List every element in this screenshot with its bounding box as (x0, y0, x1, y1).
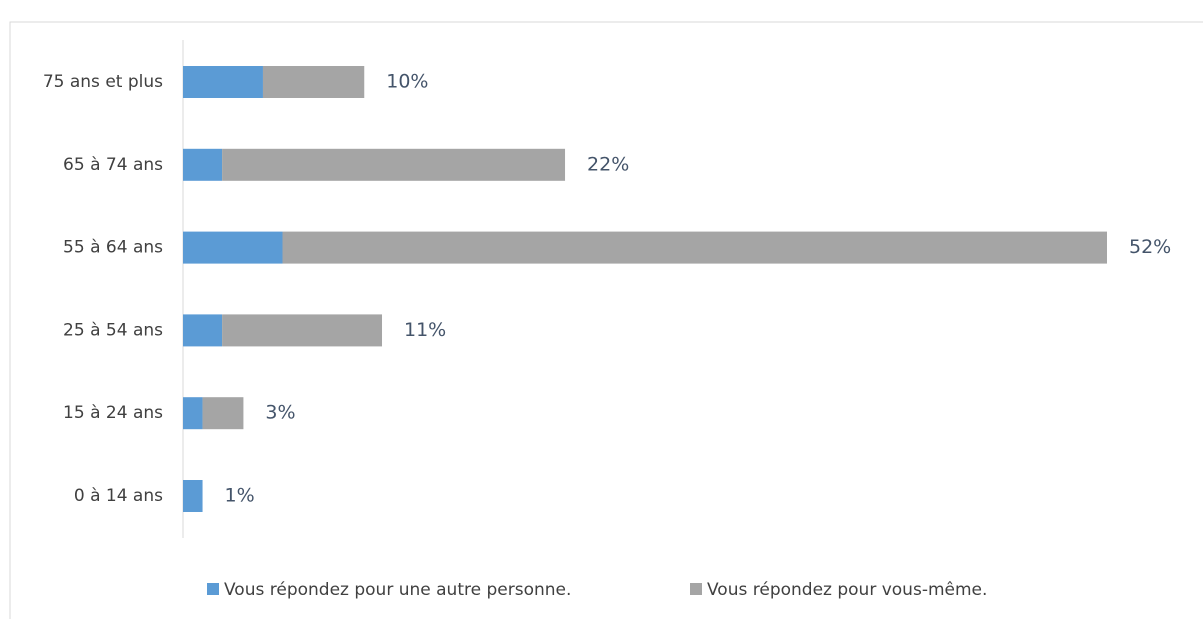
bar-segment (222, 314, 383, 347)
bar-segment (262, 66, 365, 98)
bar-segment (282, 231, 1107, 264)
bar-segment (183, 397, 203, 430)
total-label: 22% (587, 153, 629, 175)
bar-segment (202, 397, 244, 430)
legend-swatch (207, 583, 219, 595)
frame (9, 21, 1203, 619)
bar-segment (183, 148, 223, 181)
total-label: 52% (1129, 236, 1171, 258)
total-label: 11% (404, 319, 446, 341)
bar-segment (183, 231, 283, 264)
category-label: 75 ans et plus (43, 72, 163, 92)
bar-segment (183, 314, 223, 347)
bar-segment (222, 148, 566, 181)
legend-label: Vous répondez pour une autre personne. (224, 580, 571, 600)
bar-segment (183, 480, 203, 512)
legend-label: Vous répondez pour vous-même. (707, 580, 987, 600)
category-label: 15 à 24 ans (63, 403, 163, 423)
total-label: 3% (265, 402, 295, 424)
category-label: 65 à 74 ans (63, 155, 163, 175)
bar-segment (183, 66, 263, 98)
legend-swatch (690, 583, 702, 595)
category-label: 0 à 14 ans (74, 486, 163, 506)
category-label: 55 à 64 ans (63, 238, 163, 258)
total-label: 1% (225, 485, 255, 507)
total-label: 10% (386, 71, 428, 93)
category-label: 25 à 54 ans (63, 320, 163, 340)
